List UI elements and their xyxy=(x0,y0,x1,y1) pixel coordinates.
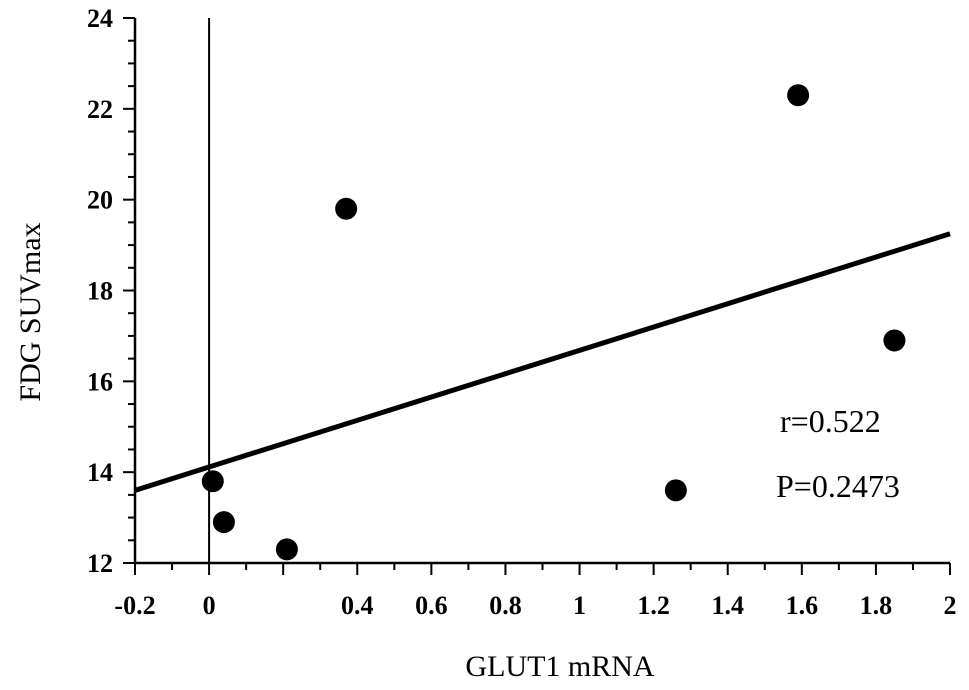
y-axis-title: FDG SUVmax xyxy=(14,222,47,401)
y-tick-label: 18 xyxy=(87,277,113,306)
x-ticks: -0.2 0 0.4 0.6 0.8 1 1.2 1.4 1.6 1.8 2 xyxy=(114,563,957,620)
y-ticks: 12 14 16 18 20 22 24 xyxy=(87,4,135,578)
x-tick-label: 1.8 xyxy=(860,591,893,620)
data-point xyxy=(335,197,358,220)
y-tick-label: 22 xyxy=(87,95,113,124)
x-tick-label: 1.6 xyxy=(786,591,819,620)
y-tick-label: 20 xyxy=(87,186,113,215)
data-point xyxy=(201,470,224,493)
trendline xyxy=(134,231,951,493)
x-tick-label: 0 xyxy=(203,591,216,620)
data-point xyxy=(212,511,235,534)
y-tick-label: 14 xyxy=(87,458,113,487)
data-point xyxy=(664,479,687,502)
data-points xyxy=(201,84,906,561)
x-tick-label: 0.6 xyxy=(415,591,448,620)
x-tick-label: 1.2 xyxy=(637,591,670,620)
x-tick-label: 1.4 xyxy=(711,591,744,620)
y-tick-label: 12 xyxy=(87,549,113,578)
y-tick-label: 16 xyxy=(87,367,113,396)
x-tick-label: 0.4 xyxy=(341,591,374,620)
x-tick-label: 1 xyxy=(573,591,586,620)
x-axis-title: GLUT1 mRNA xyxy=(465,650,654,683)
x-tick-label: 2 xyxy=(944,591,957,620)
data-point xyxy=(275,538,298,561)
data-point xyxy=(883,329,906,352)
y-tick-label: 24 xyxy=(87,4,113,33)
data-point xyxy=(787,84,810,107)
x-tick-label: 0.8 xyxy=(489,591,522,620)
x-tick-label: -0.2 xyxy=(114,591,155,620)
correlation-annotation: r=0.522 xyxy=(780,403,881,439)
p-value-annotation: P=0.2473 xyxy=(776,468,900,504)
